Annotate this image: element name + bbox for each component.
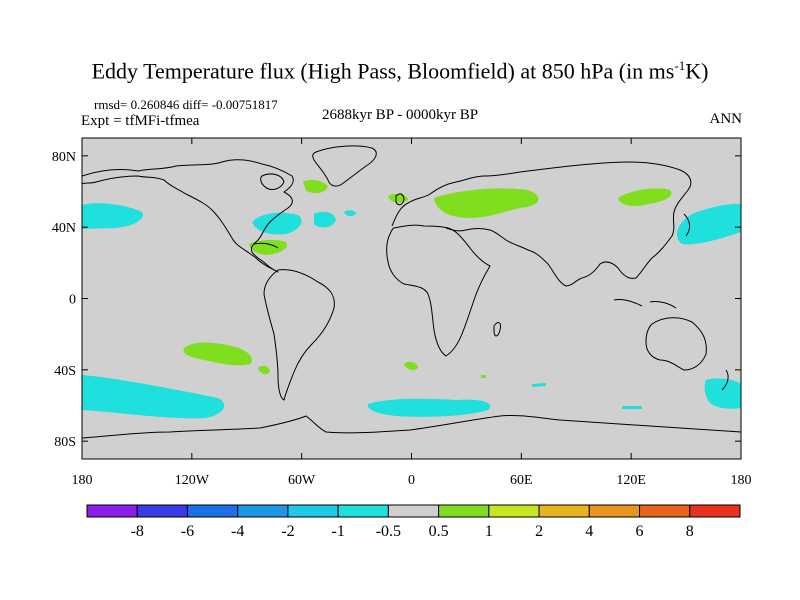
coastline-cuba [253,242,279,249]
colorbar-label: -4 [231,523,244,540]
colorbar-label: -0.5 [376,523,401,540]
axis-ticks: 80N 40N 0 40S 80S 180 120W 60W 0 60E 120E 180 [52,138,752,488]
negative-region-tasman [704,378,741,409]
colorbar-label: 2 [535,523,543,540]
colorbar-swatch [186,504,239,518]
colorbar-label: -2 [281,523,294,540]
lon-tick-label: 0 [408,473,415,488]
negative-region-north-pacific-west [677,203,741,245]
coastline-europe-north [391,161,692,287]
coastline-hudson-bay [260,173,285,190]
colorbar-swatch [337,504,389,518]
colorbar-swatch [136,504,188,518]
negative-region-southern-ocean-dots [622,406,642,409]
lat-tick-label: 80N [52,150,76,165]
colorbar-swatch [387,504,440,518]
coastline-madagascar [493,322,501,337]
lon-tick-label: 120W [175,473,210,488]
colorbar-swatch [639,504,691,518]
coastline-australia [645,317,707,371]
coastline-japan [683,213,691,237]
map-title: Eddy Temperature flux (High Pass, Bloomf… [0,58,800,84]
negative-region-north-pacific-east [82,203,143,229]
colorbar-swatch [287,504,339,518]
colorbar-swatch [538,504,590,518]
positive-region-south-pacific [183,342,252,366]
map-title-unit-tail: K) [685,58,709,84]
stats-line: rmsd= 0.260846 diff= -0.00751817 [94,97,278,112]
colorbar-swatch [86,504,138,518]
coastline-antarctica [82,415,741,439]
positive-region-south-atlantic-dot [481,375,486,378]
positive-region-europe-asia [434,188,539,218]
coastline-indonesia [613,299,677,309]
colorbar-label: -1 [331,523,344,540]
season-label: ANN [709,111,743,127]
negative-region-southern-indian-small [532,383,546,387]
coastline-new-zealand [721,369,729,391]
colorbar-label: 4 [585,523,593,540]
lon-tick-label: 60W [288,473,316,488]
colorbar-label: 6 [636,523,644,540]
negative-region-south-pacific [82,375,225,419]
positive-region-chile-small [258,365,270,375]
coastline-south-america [263,269,335,401]
lon-tick-label: 180 [731,473,752,488]
colorbar-swatch [438,504,490,518]
coastline-europe-africa [386,224,491,357]
experiment-label: Expt = tfMFi-tfmea [81,113,200,129]
colorbar-swatch [488,504,540,518]
colorbar-swatch [689,504,741,518]
coastline-britain [395,193,405,206]
lat-tick-label: 0 [69,293,76,308]
period-label: 2688kyr BP - 0000kyr BP [321,107,479,123]
lat-tick-label: 40S [54,364,76,379]
colorbar-label: -8 [131,523,144,540]
coastline-greenland [312,145,377,187]
lon-tick-label: 180 [72,473,93,488]
positive-region-south-atlantic-small [404,361,418,371]
colorbar: -8 -6 -4 -2 -1 -0.5 0.5 1 2 4 6 8 [86,504,741,540]
negative-region-south-atlantic [367,398,491,417]
map-title-unit-exponent: -1 [674,58,686,73]
coastlines [82,145,741,439]
lat-tick-label: 40N [52,221,76,236]
colorbar-swatch [237,504,289,518]
colorbar-label: 1 [485,523,493,540]
positive-region-siberia-east [618,188,672,206]
colorbar-swatch [588,504,641,518]
lat-tick-label: 80S [54,435,76,450]
coastline-north-america [82,159,294,273]
negative-region-north-atlantic-mid [314,211,336,228]
negative-region-north-atlantic-small [344,210,356,217]
lon-tick-label: 60E [510,473,533,488]
colorbar-label: 0.5 [429,523,449,540]
map-title-text: Eddy Temperature flux (High Pass, Bloomf… [91,58,675,84]
positive-region-labrador [303,179,328,194]
lon-tick-label: 120E [616,473,646,488]
colorbar-label: 8 [686,523,694,540]
colorbar-label: -6 [181,523,194,540]
